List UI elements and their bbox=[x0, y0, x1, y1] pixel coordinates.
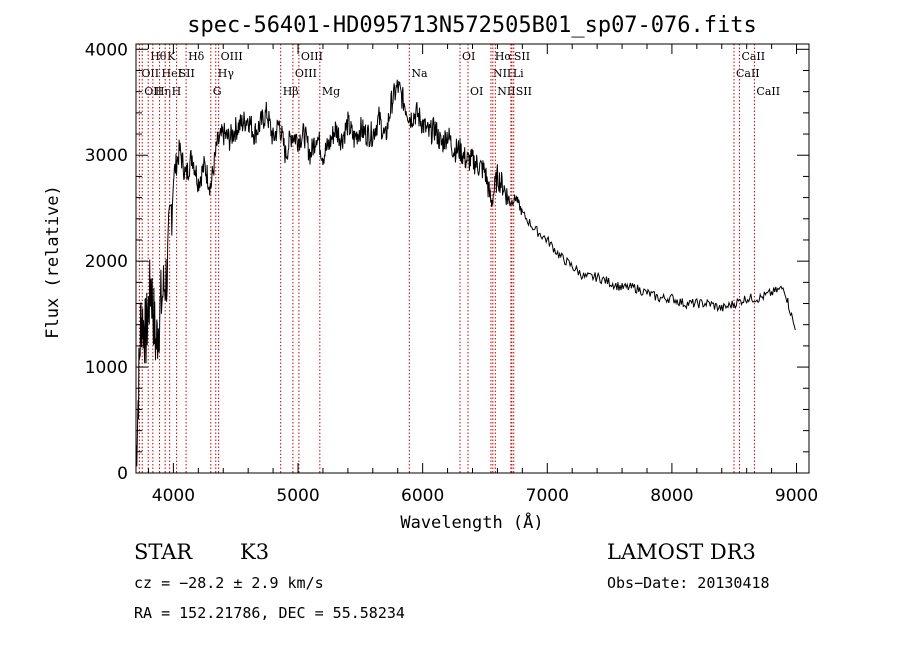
y-tick-label: 3000 bbox=[85, 146, 128, 166]
line-marker-label: Hθ bbox=[150, 50, 167, 63]
line-marker-label: Hη bbox=[155, 85, 171, 98]
coordinates: RA = 152.21786, DEC = 55.58234 bbox=[134, 604, 405, 622]
line-marker-label: OII bbox=[144, 85, 162, 98]
line-marker-label: Hγ bbox=[218, 67, 235, 80]
line-marker-label: SII bbox=[516, 85, 532, 98]
y-tick-label: 1000 bbox=[85, 358, 128, 378]
x-tick-label: 5000 bbox=[276, 486, 319, 506]
x-tick-label: 8000 bbox=[650, 486, 693, 506]
line-marker-label: Hβ bbox=[283, 85, 299, 98]
line-marker-label: OIII bbox=[295, 67, 317, 80]
line-marker-layer: OIIOIIHθHηHeIKHSIIHδGHγOIIIHβOIIIOIIIMgN… bbox=[138, 44, 780, 473]
y-tick-label: 2000 bbox=[85, 252, 128, 272]
line-marker-label: OI bbox=[470, 85, 483, 98]
line-marker-label: SII bbox=[514, 50, 530, 63]
line-marker-label: Na bbox=[411, 67, 428, 80]
object-class: STAR bbox=[134, 540, 193, 564]
line-marker-label: Hα bbox=[495, 50, 513, 63]
x-tick-label: 9000 bbox=[775, 486, 818, 506]
line-marker-label: CaII bbox=[741, 50, 765, 63]
redshift-velocity: cz = −28.2 ± 2.9 km/s bbox=[134, 574, 324, 592]
line-marker-label: OIII bbox=[301, 50, 323, 63]
y-axis-label: Flux (relative) bbox=[43, 185, 63, 339]
line-marker-label: OII bbox=[141, 67, 159, 80]
x-tick-label: 6000 bbox=[401, 486, 444, 506]
spectrum-line bbox=[135, 79, 796, 467]
observation-date: Obs−Date: 20130418 bbox=[607, 574, 770, 592]
line-marker-label: Hδ bbox=[188, 50, 205, 63]
x-tick-label: 7000 bbox=[526, 486, 569, 506]
y-tick-label: 4000 bbox=[85, 40, 128, 60]
line-marker-label: SII bbox=[179, 67, 195, 80]
line-marker-label: G bbox=[213, 85, 222, 98]
line-marker-label: H bbox=[172, 85, 182, 98]
spectral-subclass: K3 bbox=[240, 540, 270, 564]
line-marker-label: OI bbox=[462, 50, 475, 63]
line-marker-label: NII bbox=[493, 67, 511, 80]
survey-name: LAMOST DR3 bbox=[607, 540, 756, 564]
line-marker-label: K bbox=[167, 50, 176, 63]
line-marker-label: CaII bbox=[736, 67, 760, 80]
x-axis-label: Wavelength (Å) bbox=[400, 511, 543, 533]
line-marker-label: Mg bbox=[322, 85, 340, 98]
line-marker-label: Li bbox=[513, 67, 524, 80]
line-marker-label: CaII bbox=[756, 85, 780, 98]
chart-title: spec-56401-HD095713N572505B01_sp07-076.f… bbox=[187, 13, 757, 38]
plot-frame bbox=[135, 43, 810, 474]
line-marker-label: OIII bbox=[221, 50, 243, 63]
x-tick-label: 4000 bbox=[152, 486, 195, 506]
line-marker-label: NII bbox=[497, 85, 515, 98]
axis-ticks: 4000 5000 6000 7000 8000 9000 0 1000 2000 3000 400… bbox=[85, 40, 818, 506]
y-tick-label: 0 bbox=[117, 464, 128, 484]
